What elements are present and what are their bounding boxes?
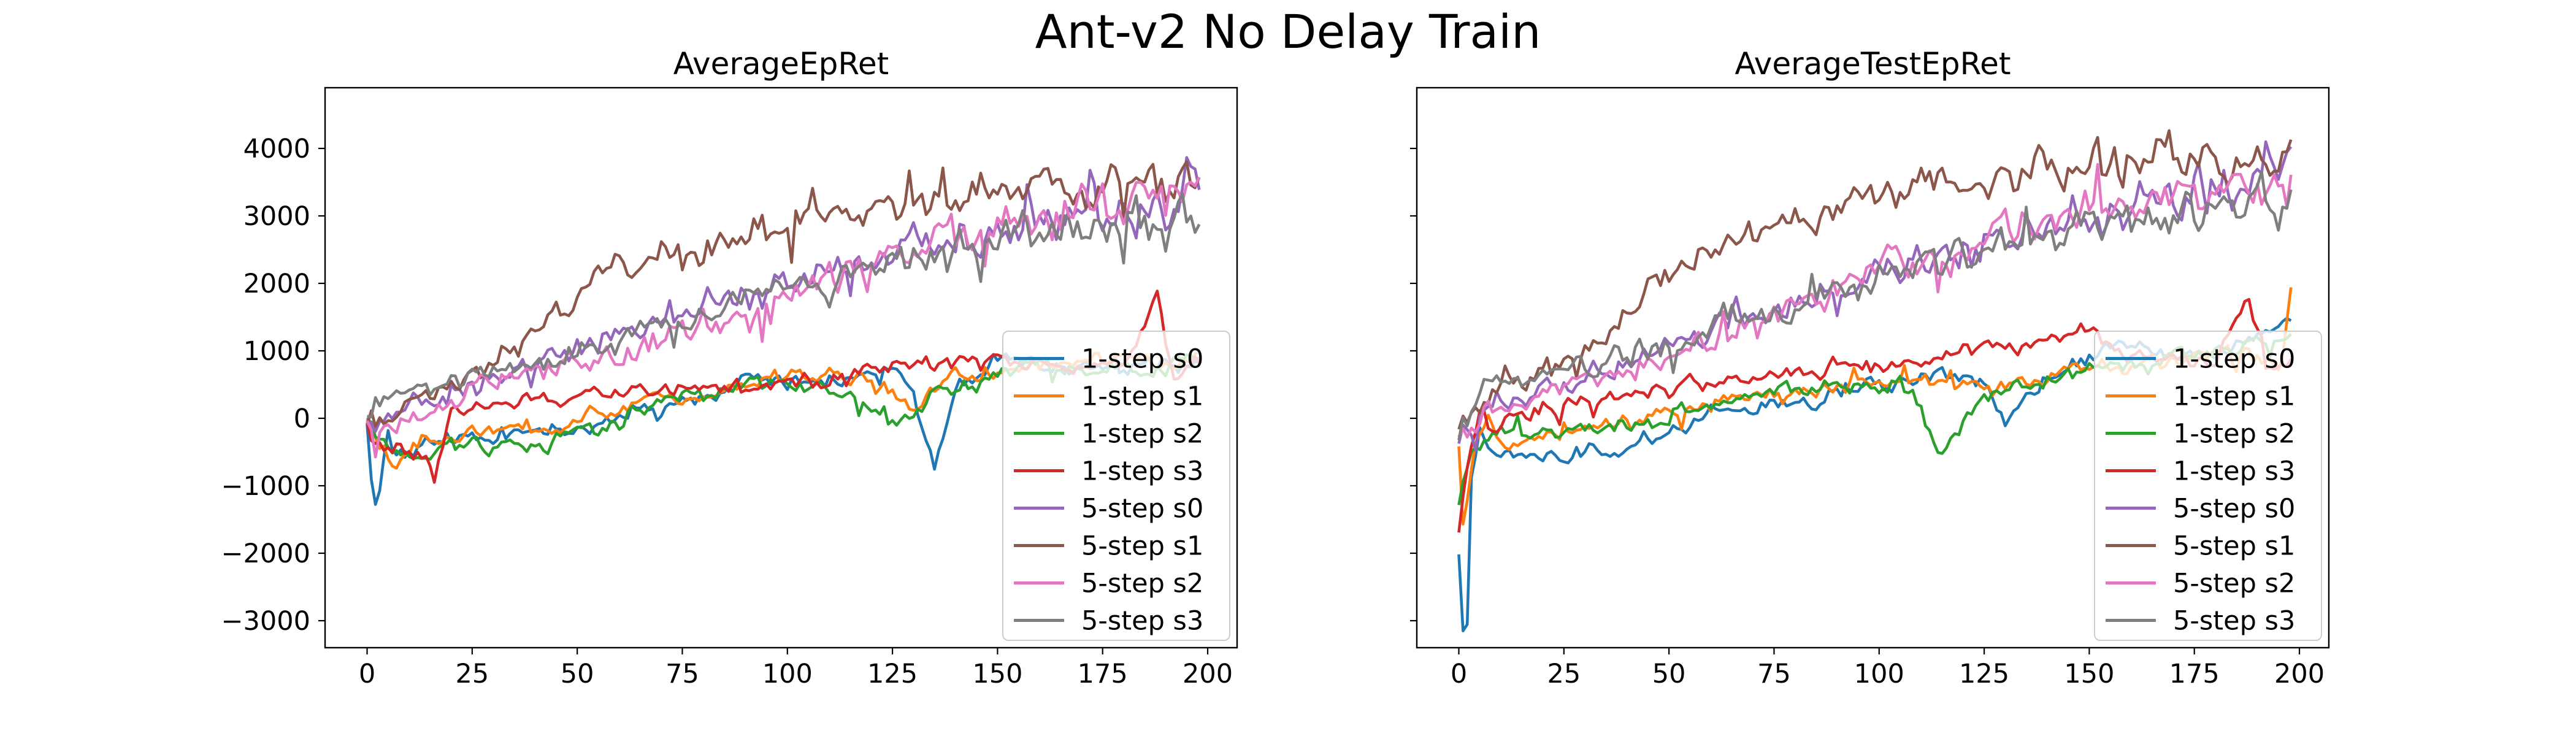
legend-entry-5-step-s2: 5-step s2 [1014, 569, 1203, 599]
legend-label: 5-step s1 [1081, 531, 1203, 562]
series-line-5-step-s3 [367, 192, 1201, 419]
legend-label: 5-step s3 [1081, 606, 1203, 637]
legend-label: 5-step s1 [2173, 531, 2295, 562]
x-tick-label: 25 [455, 659, 489, 689]
subplot-title: AverageTestEpRet [1735, 46, 2011, 82]
y-tick-label: 0 [294, 404, 310, 434]
legend-label: 5-step s0 [2173, 494, 2295, 524]
legend-entry-1-step-s2: 1-step s2 [2106, 419, 2295, 450]
x-tick-label: 175 [2169, 659, 2220, 689]
legend-entry-1-step-s2: 1-step s2 [1014, 419, 1203, 450]
legend-label: 5-step s3 [2173, 606, 2295, 637]
x-tick-label: 25 [1547, 659, 1581, 689]
legend-entry-1-step-s3: 1-step s3 [2106, 456, 2295, 487]
legend-entry-5-step-s3: 5-step s3 [1014, 606, 1203, 637]
legend-label: 5-step s2 [1081, 569, 1203, 599]
legend-entry-1-step-s1: 1-step s1 [1014, 381, 1203, 412]
legend: 1-step s0 1-step s1 1-step s2 1-step s3 5-st… [2094, 331, 2322, 641]
y-tick-label: −3000 [221, 606, 310, 637]
y-tick-label: 2000 [243, 269, 310, 299]
legend-label: 1-step s3 [2173, 456, 2295, 487]
x-tick-label: 150 [972, 659, 1022, 689]
subplot-averagetestepret: AverageTestEpRet 0 25 50 75 100 125 150 175 200 1-… [1410, 46, 2330, 689]
subplot-averageepret: AverageEpRet 0 25 50 75 100 125 150 175 200 −3000 −… [221, 46, 1238, 689]
legend-entry-1-step-s0: 1-step s0 [2106, 344, 2295, 375]
axes-frame [1416, 86, 2330, 649]
axes-frame [324, 86, 1238, 649]
y-tick-label: −1000 [221, 471, 310, 502]
series-line-5-step-s1 [1457, 129, 2293, 430]
x-tick-label: 200 [2274, 659, 2325, 689]
legend-entry-5-step-s2: 5-step s2 [2106, 569, 2295, 599]
figure-title: Ant-v2 No Delay Train [1035, 4, 1541, 59]
legend-entry-5-step-s1: 5-step s1 [2106, 531, 2295, 562]
subplots: AverageEpRet 0 25 50 75 100 125 150 175 200 −3000 −… [221, 46, 2330, 689]
legend-label: 1-step s0 [1081, 344, 1203, 375]
x-tick-label: 0 [359, 659, 375, 689]
x-tick-label: 50 [1652, 659, 1686, 689]
series-line-5-step-s2 [1457, 163, 2293, 439]
legend-label: 1-step s1 [1081, 381, 1203, 412]
legend-label: 1-step s0 [2173, 344, 2295, 375]
x-tick-label: 0 [1451, 659, 1467, 689]
y-tick-label: 4000 [243, 134, 310, 164]
legend-entry-1-step-s3: 1-step s3 [1014, 456, 1203, 487]
series-line-5-step-s1 [366, 160, 1201, 428]
legend-entry-1-step-s0: 1-step s0 [1014, 344, 1203, 375]
x-tick-label: 200 [1183, 659, 1233, 689]
legend-label: 5-step s0 [1081, 494, 1203, 524]
legend-entry-5-step-s1: 5-step s1 [1014, 531, 1203, 562]
x-tick-label: 100 [762, 659, 813, 689]
legend-entry-5-step-s0: 5-step s0 [1014, 494, 1203, 524]
x-tick-label: 150 [2064, 659, 2114, 689]
x-tick-label: 50 [561, 659, 594, 689]
legend-entry-1-step-s1: 1-step s1 [2106, 381, 2295, 412]
x-tick-label: 125 [867, 659, 918, 689]
legend-label: 1-step s2 [1081, 419, 1203, 450]
x-tick-label: 175 [1078, 659, 1128, 689]
legend-box [1002, 331, 1230, 641]
legend-label: 1-step s1 [2173, 381, 2295, 412]
subplot-title: AverageEpRet [673, 46, 889, 82]
legend-label: 1-step s3 [1081, 456, 1203, 487]
x-tick-label: 75 [1757, 659, 1791, 689]
x-tick-label: 125 [1959, 659, 2009, 689]
legend-entry-5-step-s0: 5-step s0 [2106, 494, 2295, 524]
y-tick-label: −2000 [221, 539, 310, 569]
legend: 1-step s0 1-step s1 1-step s2 1-step s3 5-st… [1002, 331, 1230, 641]
x-tick-label: 75 [665, 659, 699, 689]
legend-box [2094, 331, 2322, 641]
series-line-5-step-s3 [1457, 170, 2293, 440]
series-line-5-step-s2 [366, 176, 1201, 459]
legend-entry-5-step-s3: 5-step s3 [2106, 606, 2295, 637]
legend-label: 5-step s2 [2173, 569, 2295, 599]
y-tick-label: 3000 [243, 201, 310, 232]
y-tick-label: 1000 [243, 336, 310, 367]
x-tick-label: 100 [1854, 659, 1904, 689]
legend-label: 1-step s2 [2173, 419, 2295, 450]
